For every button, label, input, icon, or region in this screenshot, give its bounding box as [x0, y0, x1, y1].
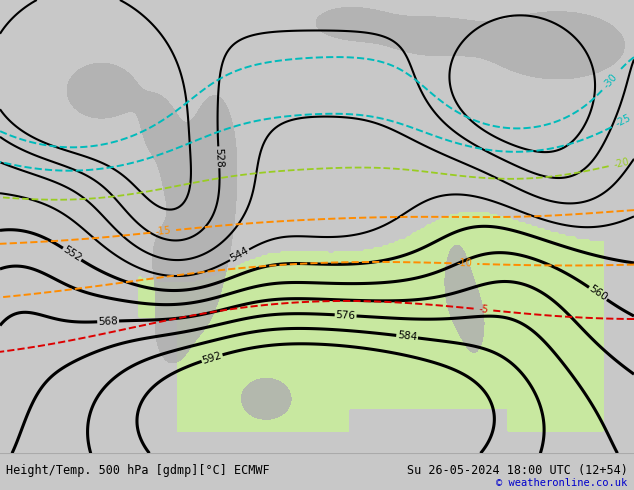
Text: 552: 552 — [61, 245, 83, 264]
Text: 592: 592 — [201, 350, 223, 366]
Text: -10: -10 — [456, 258, 472, 269]
Text: -15: -15 — [155, 225, 172, 237]
Text: 560: 560 — [587, 284, 609, 303]
Text: 568: 568 — [98, 316, 119, 327]
Text: Height/Temp. 500 hPa [gdmp][°C] ECMWF: Height/Temp. 500 hPa [gdmp][°C] ECMWF — [6, 465, 270, 477]
Text: 528: 528 — [214, 147, 224, 168]
Text: -25: -25 — [614, 113, 633, 129]
Text: -20: -20 — [612, 157, 630, 170]
Text: -30: -30 — [602, 72, 619, 90]
Text: 584: 584 — [397, 331, 418, 343]
Text: -5: -5 — [478, 304, 489, 315]
Text: © weatheronline.co.uk: © weatheronline.co.uk — [496, 478, 628, 488]
Text: 576: 576 — [335, 310, 356, 321]
Text: Su 26-05-2024 18:00 UTC (12+54): Su 26-05-2024 18:00 UTC (12+54) — [407, 465, 628, 477]
Text: 544: 544 — [228, 245, 250, 264]
